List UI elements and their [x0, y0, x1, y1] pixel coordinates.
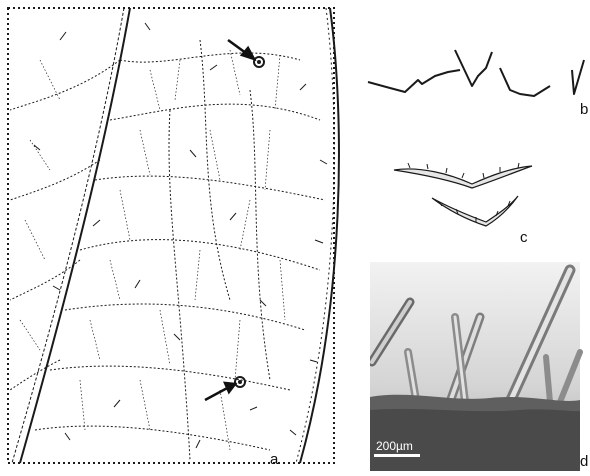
- hair: [557, 349, 583, 405]
- trichome-outline: [571, 59, 585, 95]
- trichome-shape: [431, 195, 519, 227]
- trichome-outline: [499, 67, 551, 97]
- midrib: [19, 7, 131, 464]
- micrograph-svg: [367, 262, 583, 471]
- trichome-outlines: b: [360, 40, 590, 120]
- trichome-outline: [367, 69, 461, 93]
- panel-label-a: a: [270, 451, 279, 468]
- leaf-venation-drawing: a: [7, 7, 340, 468]
- dotted-frame: [7, 7, 335, 464]
- trichome-outlines-svg: [367, 49, 585, 97]
- tertiary-veins: [19, 49, 286, 451]
- gland-upper: [253, 56, 265, 68]
- secondary-veins: [9, 39, 326, 461]
- spiny-trichomes-svg: [393, 162, 533, 227]
- panel-label-c: c: [520, 229, 528, 246]
- scale-bar-label: 200µm: [376, 439, 413, 453]
- trichome-micrograph: 200µm d: [367, 262, 590, 471]
- leaf-margin: [299, 7, 340, 464]
- arrow-icons: [204, 38, 257, 402]
- leaf-venation-svg: [7, 7, 340, 464]
- spiny-trichomes: c: [380, 150, 550, 250]
- panel-label-b: b: [580, 101, 589, 118]
- trichome-outline: [454, 49, 493, 87]
- scale-bar-line: [374, 454, 420, 457]
- trichome-shape: [393, 165, 533, 189]
- trichome-marks: [33, 22, 328, 449]
- gland-lower: [234, 376, 246, 388]
- hair: [543, 354, 553, 405]
- panel-label-d: d: [580, 453, 589, 470]
